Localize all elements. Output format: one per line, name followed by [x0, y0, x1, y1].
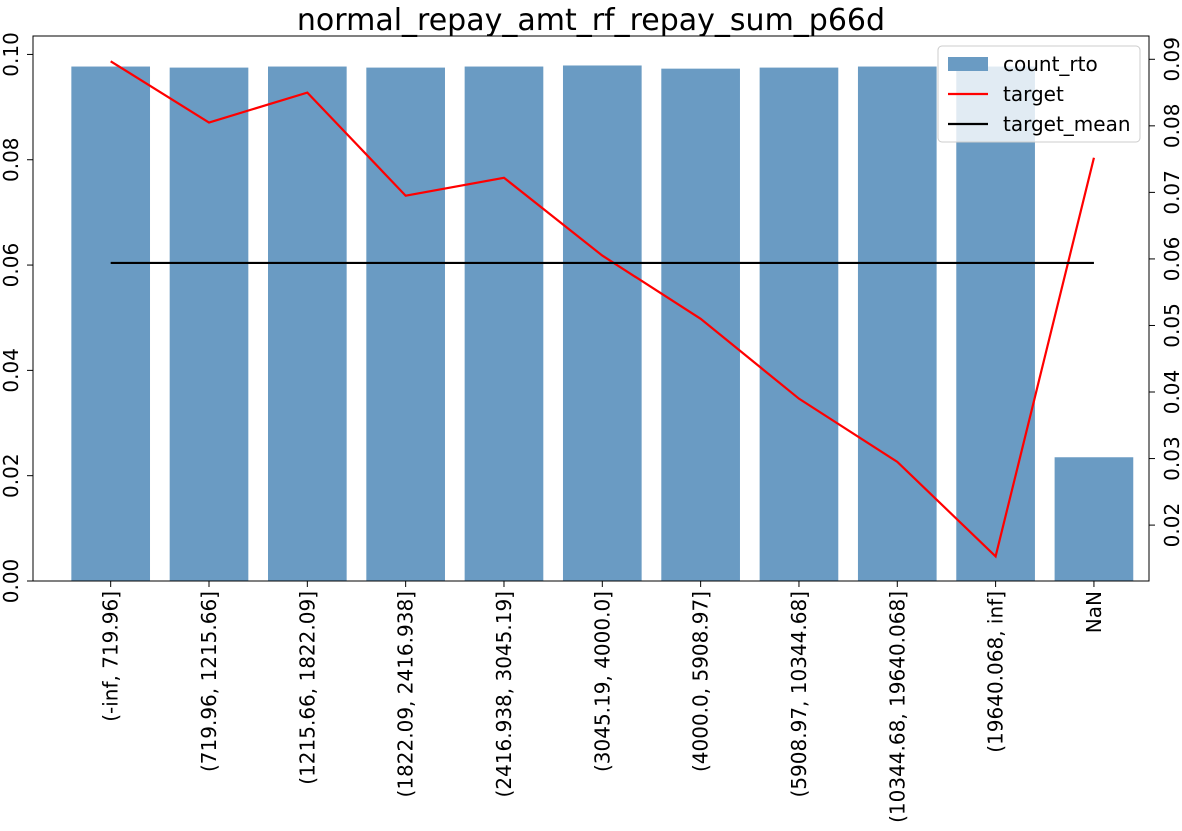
- lines-layer: [110, 60, 1096, 559]
- right-tick-label: 0.02: [1160, 503, 1182, 548]
- bar-0: [71, 66, 151, 581]
- right-tick-label: 0.03: [1160, 436, 1182, 481]
- bar-10: [1054, 457, 1134, 581]
- left-tick-label: 0.06: [0, 243, 23, 288]
- plot-frame: [32, 35, 1150, 582]
- x-tick-label: (4000.0, 5908.97]: [689, 591, 713, 772]
- bar-3: [366, 67, 445, 582]
- x-tick-label: (3045.19, 4000.0]: [590, 591, 614, 772]
- axes-layer: 0.00 0.02 0.04 0.06 0.08 0.10 0.02 0.03 0.04 0.05…: [0, 32, 1182, 823]
- x-tick-label: NaN: [1082, 591, 1106, 633]
- left-tick-label: 0.04: [0, 348, 23, 393]
- right-tick-label: 0.04: [1160, 370, 1182, 415]
- right-tick-label: 0.08: [1160, 104, 1182, 149]
- right-tick-label: 0.07: [1160, 170, 1182, 215]
- bar-2: [267, 66, 347, 581]
- legend-swatch: [948, 57, 988, 71]
- x-tick-label: (5908.97, 10344.68]: [787, 591, 811, 797]
- bar-7: [759, 67, 839, 582]
- x-tick-label: (19640.068, inf]: [984, 591, 1008, 753]
- x-tick-label: (1215.66, 1822.09]: [295, 591, 319, 785]
- x-tick-label: (719.96, 1215.66]: [197, 591, 221, 772]
- legend-label: count_rto: [1003, 52, 1098, 76]
- bar-9: [956, 66, 1035, 581]
- legend-box: [937, 45, 1141, 143]
- bar-5: [562, 65, 642, 582]
- right-tick-label: 0.05: [1160, 303, 1182, 348]
- right-tick-label: 0.09: [1160, 37, 1182, 82]
- bars-layer: [71, 65, 1134, 582]
- x-tick-label: (-inf, 719.96]: [99, 591, 123, 722]
- right-tick-label: 0.06: [1160, 237, 1182, 282]
- left-tick-label: 0.00: [0, 559, 23, 604]
- chart-title: normal_repay_amt_rf_repay_sum_p66d: [297, 3, 885, 38]
- legend-label: target: [1003, 82, 1064, 106]
- bar-6: [661, 68, 740, 582]
- left-tick-label: 0.10: [0, 32, 23, 77]
- bar-8: [857, 66, 937, 581]
- bar-1: [169, 67, 249, 582]
- series-line-target: [110, 60, 1096, 559]
- legend-label: target_mean: [1003, 112, 1131, 136]
- left-tick-label: 0.08: [0, 137, 23, 182]
- x-tick-label: (1822.09, 2416.938]: [394, 591, 418, 797]
- left-tick-label: 0.02: [0, 453, 23, 498]
- x-tick-label: (2416.938, 3045.19]: [492, 591, 516, 797]
- bar-4: [464, 66, 544, 581]
- x-tick-label: (10344.68, 19640.068]: [885, 591, 909, 823]
